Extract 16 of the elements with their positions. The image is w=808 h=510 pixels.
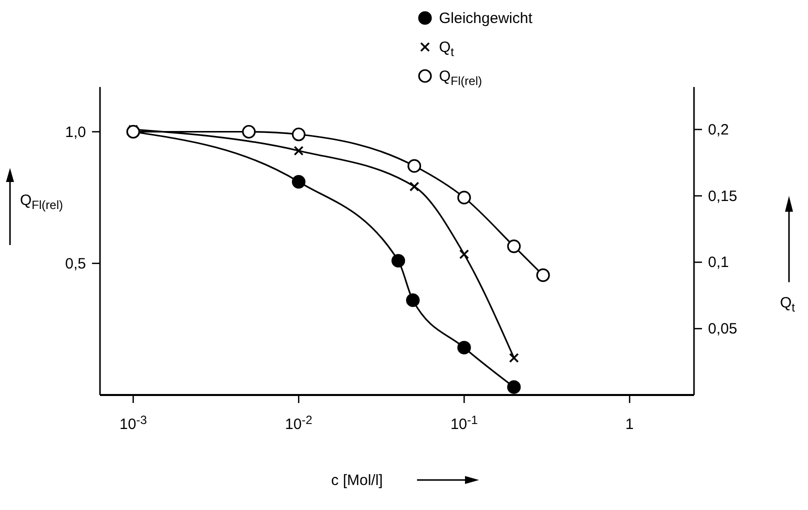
x-axis-title: c [Mol/l] xyxy=(331,472,383,489)
y2-tick-label: 0,15 xyxy=(708,188,738,205)
legend-label: Q$_{Fl(rel)}$ xyxy=(439,68,482,88)
legend-label: Gleichgewicht xyxy=(439,10,534,27)
x-tick-label: 10$^{-1}$ xyxy=(450,412,478,433)
y-axis-title: Q$_{Fl(rel)}$ xyxy=(20,192,63,212)
legend-label: Q$_{t}$ xyxy=(439,39,455,60)
y2-axis-title: Q$_{t}$ xyxy=(780,294,796,315)
y-tick-label: 0,5 xyxy=(65,255,86,272)
x-tick-label: 10$^{-2}$ xyxy=(284,412,313,433)
y2-tick-label: 0,2 xyxy=(708,121,729,138)
y2-tick-label: 0,1 xyxy=(708,254,729,272)
x-tick-label: 10$^{-3}$ xyxy=(120,412,148,433)
x-tick-label: 1 xyxy=(625,416,634,433)
y2-tick-label: 0,05 xyxy=(708,320,738,338)
y-tick-label: 1,0 xyxy=(65,124,86,141)
